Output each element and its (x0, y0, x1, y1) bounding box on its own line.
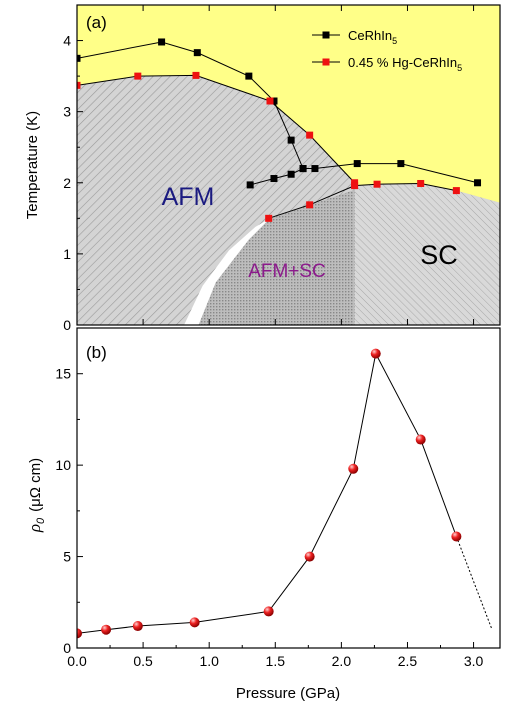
series-a-3-point-3 (397, 160, 405, 168)
gap-region (184, 218, 270, 325)
series-a-3-point-0 (299, 165, 307, 173)
series-a-4-point-3 (266, 97, 274, 105)
x-tick-label-0: 0.0 (67, 653, 87, 669)
svg-text:CeRhIn5: CeRhIn5 (348, 28, 397, 46)
panel-b-y-tick-label-2: 10 (55, 457, 71, 473)
series-a-5-point-5 (452, 187, 460, 195)
panel-b-y-axis-symbol: ρ (25, 524, 44, 533)
rho0-point-9 (451, 531, 462, 542)
x-tick-label-5: 2.5 (398, 653, 418, 669)
series-a-0-point-0 (77, 54, 81, 62)
panel-a-y-tick-label-4: 4 (63, 33, 71, 49)
legend-label-hg-cerhin5: 0.45 % Hg-CeRhIn (348, 55, 457, 70)
series-a-2-point-0 (246, 181, 254, 189)
panel-a-y-tick-label-3: 3 (63, 104, 71, 120)
series-a-4-point-0 (77, 81, 81, 89)
rho0-point-2 (132, 621, 143, 632)
panel-a-y-tick-label-1: 1 (63, 246, 71, 262)
panel-b-y-axis-sub: 0 (35, 517, 47, 524)
panel-b-y-tick-label-3: 15 (55, 366, 71, 382)
rho0-point-3 (189, 617, 200, 628)
panel-a-y-axis-label: Temperature (K) (24, 111, 41, 219)
series-a-5-point-1 (306, 201, 314, 209)
rho0-point-1 (101, 624, 112, 635)
afm-sc-region-label: AFM+SC (248, 261, 326, 282)
series-a-4-point-2 (192, 71, 200, 79)
panel-b-y-axis-label: ρ0 (μΩ cm) (25, 458, 47, 533)
panel-a-y-tick-label-2: 2 (63, 175, 71, 191)
afm-region-label: AFM (162, 183, 215, 211)
series-a-line-2 (250, 168, 304, 186)
series-a-0-point-3 (245, 72, 253, 80)
panel-a-frame (76, 4, 501, 326)
series-a-line-5 (268, 182, 457, 219)
x-axis-label: Pressure (GPa) (236, 685, 340, 702)
legend-entry-hg-cerhin5: 0.45 % Hg-CeRhIn5 (312, 55, 462, 73)
panel-b-y-axis-unit: (μΩ cm) (27, 458, 44, 512)
series-a-5-point-4 (417, 179, 425, 187)
panel-b-y-tick-label-0: 0 (63, 640, 71, 656)
series-a-3-point-1 (311, 165, 319, 173)
legend: CeRhIn5 0.45 % Hg-CeRhIn5 (312, 28, 462, 73)
series-a-0-point-1 (158, 38, 166, 46)
legend-label-cerhin5: CeRhIn (348, 28, 392, 43)
rho0-line (77, 352, 457, 634)
rho0-point-7 (370, 348, 381, 359)
x-tick-label-2: 1.0 (199, 653, 219, 669)
series-a-5-point-0 (265, 214, 273, 222)
series-a-1-point-0 (270, 97, 278, 105)
series-a-5-point-2 (351, 182, 359, 190)
series-a-4-point-4 (306, 131, 314, 139)
panel-b-label: (b) (86, 343, 107, 362)
x-tick-label-4: 2.0 (332, 653, 352, 669)
svg-text:0.45 % Hg-CeRhIn5: 0.45 % Hg-CeRhIn5 (348, 55, 462, 73)
x-tick-label-1: 0.5 (133, 653, 153, 669)
series-a-1-point-1 (287, 136, 295, 144)
rho0-point-6 (348, 463, 359, 474)
x-tick-label-3: 1.5 (266, 653, 286, 669)
afm-sc-region (198, 189, 355, 325)
sc-region (354, 183, 500, 325)
panel-b-y-tick-label-1: 5 (63, 549, 71, 565)
series-a-5-point-3 (373, 180, 381, 188)
series-a-2-point-1 (270, 175, 278, 183)
series-a-0-point-2 (193, 49, 201, 57)
x-tick-label-6: 3.0 (464, 653, 484, 669)
rho0-extrapolation-line (455, 536, 493, 630)
series-a-3-point-4 (474, 179, 482, 187)
series-a-line-4 (77, 74, 355, 184)
rho0-point-0 (77, 628, 82, 639)
panel-a-label: (a) (86, 13, 107, 32)
legend-entry-cerhin5: CeRhIn5 (312, 28, 397, 46)
rho0-point-4 (263, 606, 274, 617)
legend-label-hg-cerhin5-sub: 5 (457, 63, 462, 73)
panel-b-frame (76, 327, 501, 649)
series-a-2-point-2 (287, 170, 295, 178)
rho0-point-5 (304, 551, 315, 562)
series-a-3-point-2 (353, 160, 361, 168)
rho0-point-8 (415, 434, 426, 445)
sc-region-label: SC (420, 240, 458, 270)
panel-a-y-tick-label-0: 0 (63, 317, 71, 333)
series-a-4-point-1 (134, 72, 142, 80)
legend-label-cerhin5-sub: 5 (392, 36, 397, 46)
